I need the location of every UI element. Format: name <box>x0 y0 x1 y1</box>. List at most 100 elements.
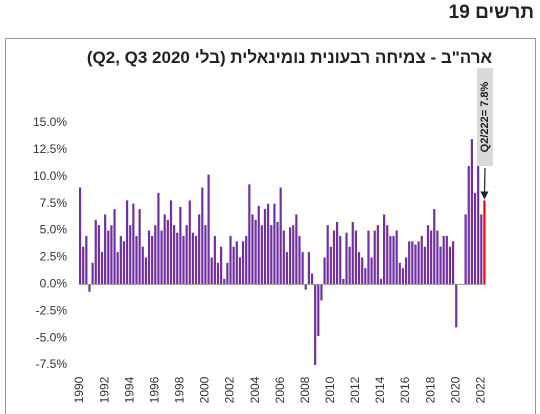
x-tick-label: 2020 <box>448 376 462 403</box>
bar <box>216 262 220 285</box>
x-tick-label: 1994 <box>122 376 136 403</box>
y-tick-label: 7.5% <box>40 196 68 210</box>
bar <box>245 235 248 285</box>
bar <box>78 187 82 285</box>
bar <box>270 225 273 285</box>
bar <box>386 225 389 285</box>
bar <box>483 200 486 285</box>
x-tick-label: 1998 <box>173 376 187 403</box>
bar <box>354 230 358 285</box>
y-tick-label: -7.5% <box>36 357 68 371</box>
bar <box>198 214 201 285</box>
bar <box>307 252 310 285</box>
bar <box>404 257 408 285</box>
bar <box>160 230 163 285</box>
bar <box>188 200 191 285</box>
bar <box>339 235 342 285</box>
bar <box>373 230 376 285</box>
bar <box>342 278 345 285</box>
chart-frame <box>5 38 536 414</box>
bar <box>85 235 88 285</box>
bar <box>326 225 329 285</box>
x-tick-label: 1990 <box>72 376 86 403</box>
bar <box>332 230 336 285</box>
bar <box>257 205 260 285</box>
bar <box>348 246 351 285</box>
bar <box>411 241 414 285</box>
bar <box>173 225 176 285</box>
bar <box>122 241 126 285</box>
bar <box>147 230 151 285</box>
bar <box>445 235 448 285</box>
bar <box>357 252 361 285</box>
bar <box>260 225 263 285</box>
bar <box>129 225 132 285</box>
bar <box>157 192 160 285</box>
y-tick-label: 5.0% <box>40 223 68 237</box>
bar <box>345 232 348 285</box>
chart-title: ארה"ב - צמיחה רבעונית נומינאלית (בלי Q2,… <box>86 48 493 67</box>
bar <box>423 246 426 285</box>
bar <box>254 219 257 285</box>
bar <box>100 252 104 285</box>
bar <box>107 230 110 285</box>
bar <box>480 214 483 285</box>
bar <box>320 284 323 301</box>
bar <box>448 246 452 285</box>
bar <box>94 219 97 285</box>
bar <box>361 257 364 285</box>
bar <box>282 230 285 285</box>
bar <box>204 225 207 285</box>
bar <box>176 232 179 285</box>
bar <box>179 206 182 285</box>
bar <box>398 262 401 285</box>
bar <box>238 257 242 285</box>
bar <box>248 184 251 285</box>
bar <box>473 192 477 285</box>
bar <box>433 209 436 285</box>
bar <box>430 230 433 285</box>
bar <box>379 278 383 285</box>
x-tick-label: 2002 <box>223 376 237 403</box>
bar <box>295 214 298 285</box>
bar <box>314 284 317 365</box>
bar <box>467 166 470 285</box>
bar <box>104 214 107 285</box>
x-tick-label: 2010 <box>323 376 337 403</box>
bar <box>370 257 373 285</box>
bar <box>110 225 113 285</box>
y-tick-label: -5.0% <box>36 330 68 344</box>
bar <box>383 214 386 285</box>
bar <box>408 241 411 285</box>
bar <box>273 203 276 285</box>
bar <box>207 174 210 285</box>
bar <box>144 257 147 285</box>
annotation-box <box>477 68 493 166</box>
bar <box>367 230 370 285</box>
bar <box>279 187 282 285</box>
bar <box>138 209 141 285</box>
bar <box>436 230 439 285</box>
bar <box>125 200 129 285</box>
bar <box>317 284 320 336</box>
bar <box>194 235 198 285</box>
bar <box>232 246 235 285</box>
bar <box>185 225 188 285</box>
x-tick-label: 2018 <box>423 376 437 403</box>
bar <box>301 252 304 285</box>
bar <box>389 235 392 285</box>
bar <box>119 235 122 285</box>
bar <box>285 252 289 285</box>
bar <box>201 187 204 285</box>
bar <box>414 244 417 285</box>
bar <box>235 241 238 285</box>
x-tick-label: 2004 <box>248 376 262 403</box>
x-tick-label: 2012 <box>348 376 362 403</box>
bar <box>210 257 213 285</box>
bar <box>169 200 173 285</box>
bar <box>191 232 195 285</box>
bar <box>154 225 157 285</box>
bar <box>276 221 279 285</box>
bar <box>288 227 292 285</box>
y-tick-label: 0.0% <box>40 277 68 291</box>
